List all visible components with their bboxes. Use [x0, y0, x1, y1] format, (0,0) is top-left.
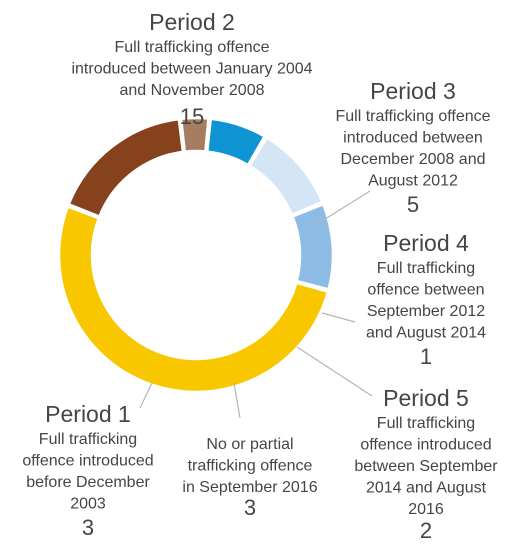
slice-p5	[205, 117, 267, 167]
slices	[57, 116, 335, 394]
label-description-p1: before December	[26, 474, 150, 491]
label-description-none: in September 2016	[182, 479, 317, 496]
label-description-p1: Full trafficking	[39, 431, 137, 448]
label-description-p4: Full trafficking	[377, 260, 475, 277]
label-none: No or partial trafficking offence in Septe…	[182, 436, 317, 520]
leader-line-p5	[296, 346, 373, 397]
label-description-p5: offence introduced	[360, 437, 491, 454]
label-description-p4: September 2012	[367, 303, 485, 320]
label-title-p2: Period 2	[149, 9, 235, 35]
label-description-none: trafficking offence	[188, 458, 313, 475]
slice-labels: Period 2 Full trafficking offence introduc…	[22, 9, 498, 543]
slice-p1	[290, 202, 335, 291]
label-description-p1: 2003	[70, 496, 106, 513]
label-description-p5: between September	[354, 458, 498, 475]
label-description-p5: Full trafficking	[377, 415, 475, 432]
label-description-p4: and August 2014	[366, 325, 486, 342]
label-title-p3: Period 3	[370, 78, 456, 104]
label-description-p3: introduced between	[343, 130, 483, 147]
slice-none	[247, 135, 324, 217]
data-label-p3: 5	[407, 192, 419, 217]
label-p4: Period 4 Full trafficking offence between S…	[366, 230, 486, 369]
data-label-p5: 2	[420, 518, 432, 543]
slice-p4	[179, 116, 210, 153]
label-description-p2: and November 2008	[120, 82, 265, 99]
label-title-p4: Period 4	[383, 230, 469, 256]
leader-line-p3	[313, 190, 371, 227]
slice-p2	[57, 204, 330, 394]
label-description-p5: 2014 and August	[366, 480, 487, 497]
label-title-p5: Period 5	[383, 385, 469, 411]
data-label-p4: 1	[420, 344, 432, 369]
label-p1: Period 1 Full trafficking offence introduc…	[22, 401, 153, 540]
label-description-p3: August 2012	[368, 173, 458, 190]
label-description-p4: offence between	[367, 282, 484, 299]
label-description-p3: December 2008 and	[341, 151, 486, 168]
slice-p3	[67, 117, 185, 219]
label-p3: Period 3 Full trafficking offence introduc…	[335, 78, 490, 217]
label-description-p5: 2016	[408, 501, 444, 518]
data-label-p2: 15	[180, 104, 204, 129]
data-label-none: 3	[244, 495, 256, 520]
label-description-p3: Full trafficking offence	[335, 108, 490, 125]
label-description-p1: offence introduced	[22, 453, 153, 470]
label-description-none: No or partial	[206, 436, 293, 453]
data-label-p1: 3	[82, 515, 94, 540]
label-description-p2: introduced between January 2004	[71, 61, 312, 78]
label-p5: Period 5 Full trafficking offence introduc…	[354, 385, 498, 543]
leader-lines	[139, 190, 373, 419]
label-p2: Period 2 Full trafficking offence introduc…	[71, 9, 312, 129]
label-title-p1: Period 1	[45, 401, 131, 427]
leader-line-p4	[321, 312, 356, 323]
leader-line-p1	[139, 382, 153, 409]
label-description-p2: Full trafficking offence	[114, 39, 269, 56]
leader-line-none	[233, 382, 241, 419]
